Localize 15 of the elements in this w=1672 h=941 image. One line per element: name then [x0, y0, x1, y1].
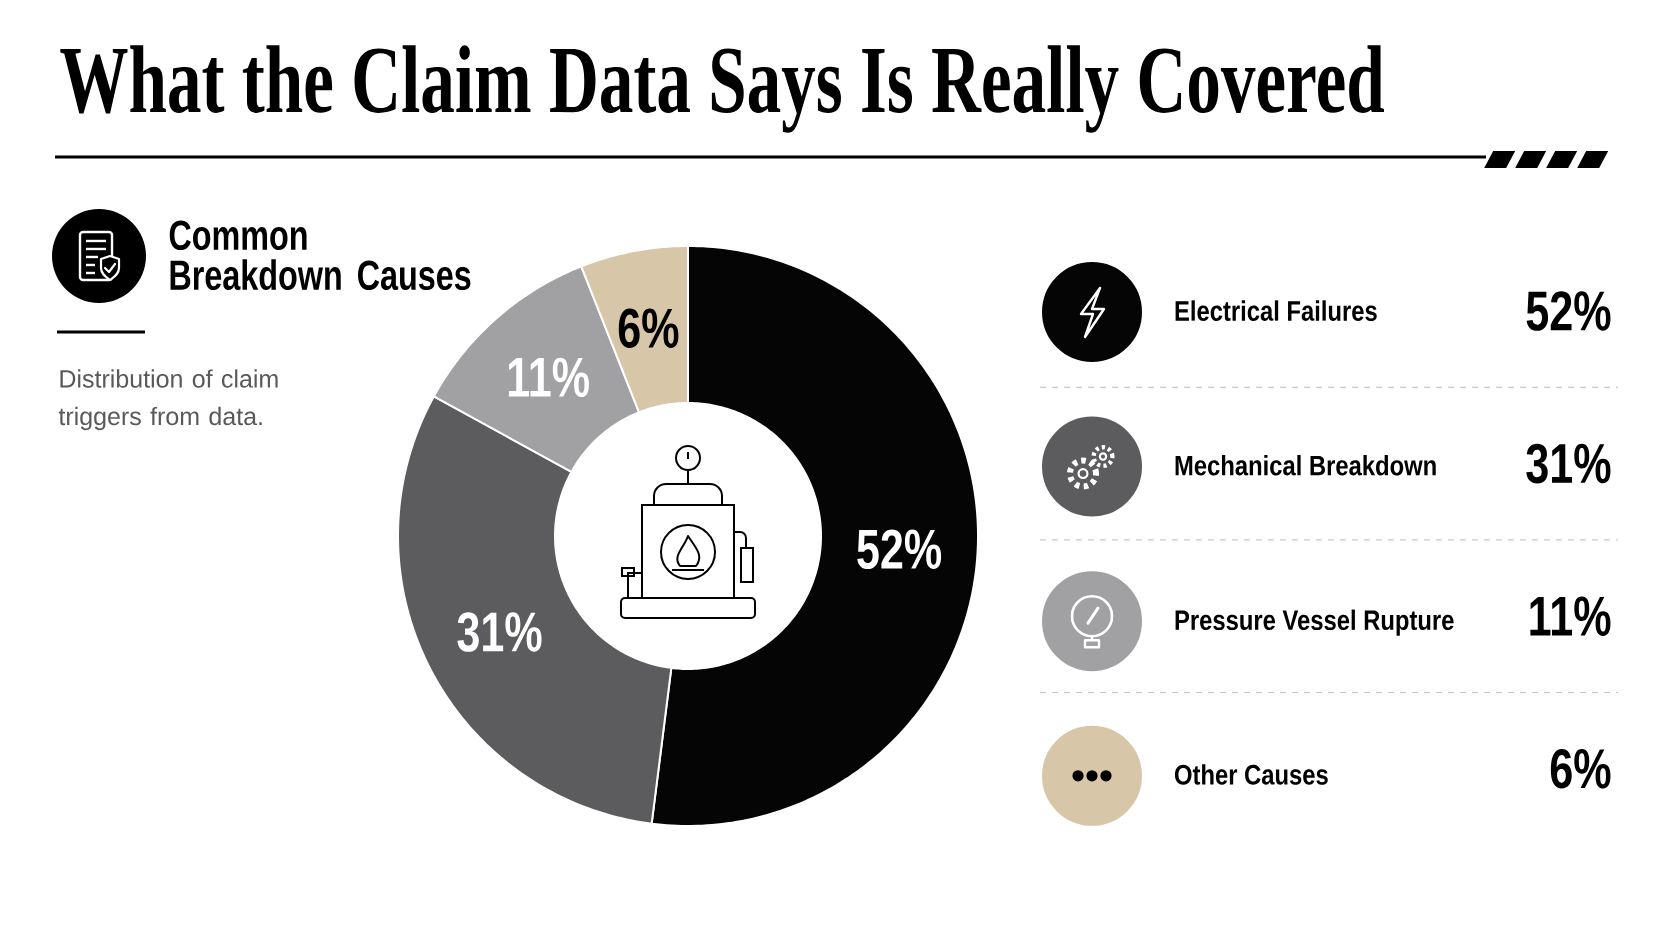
text: 11%	[1530, 596, 1611, 636]
text: 6%	[1550, 748, 1611, 789]
chart-title: What the Claim Data Says Is Really Covered	[60, 45, 1385, 133]
data-label: 52%	[857, 529, 942, 570]
text: 31%	[1526, 443, 1611, 484]
text: Distribution of claim triggers from data.	[58, 369, 278, 431]
legend-label: Mechanical Breakdown	[1175, 454, 1436, 476]
data-label: 6%	[618, 308, 679, 349]
text: 52%	[1526, 291, 1611, 331]
legend-label: Pressure Vessel Rupture	[1175, 609, 1454, 636]
legend-label: Electrical Failures	[1175, 300, 1377, 321]
data-label: 31%	[457, 612, 542, 652]
chart-subtitle: Common Breakdown Causes	[169, 220, 471, 291]
legend-label: Other Causes	[1174, 764, 1328, 785]
data-label: 11%	[508, 357, 589, 398]
